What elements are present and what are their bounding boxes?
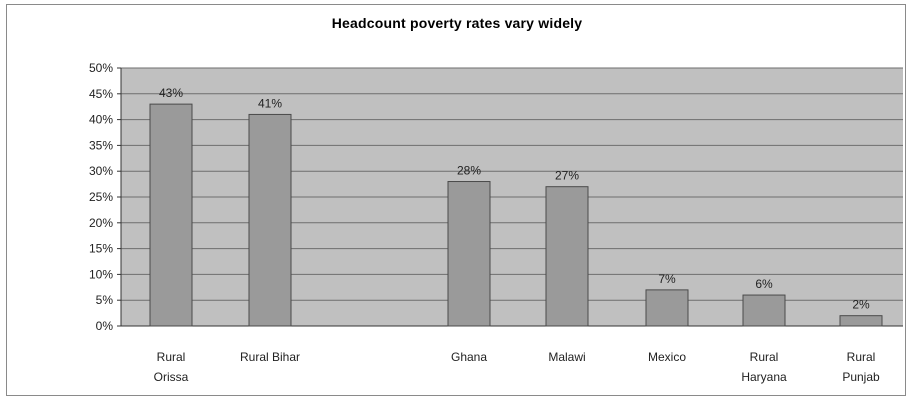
- data-label: 6%: [755, 277, 773, 291]
- data-label: 28%: [457, 164, 481, 178]
- y-tick-label: 50%: [89, 61, 113, 75]
- data-label: 43%: [159, 86, 183, 100]
- y-tick-label: 45%: [89, 87, 113, 101]
- category-label: Malawi: [548, 350, 585, 364]
- y-tick-label: 0%: [96, 319, 114, 333]
- category-label: Rural: [750, 350, 779, 364]
- data-label: 27%: [555, 169, 579, 183]
- category-label: Ghana: [451, 350, 487, 364]
- chart-title: Headcount poverty rates vary widely: [331, 15, 583, 31]
- bar: [645, 289, 689, 327]
- category-label: Haryana: [741, 370, 787, 384]
- category-label: Orissa: [154, 370, 189, 384]
- bar: [742, 294, 786, 327]
- bar: [545, 186, 589, 327]
- bar: [149, 103, 193, 327]
- y-tick-label: 35%: [89, 138, 113, 152]
- category-label: Punjab: [842, 370, 880, 384]
- category-label: Mexico: [648, 350, 686, 364]
- data-label: 7%: [658, 272, 676, 286]
- y-tick-label: 20%: [89, 216, 113, 230]
- category-label: Rural: [157, 350, 186, 364]
- data-label: 41%: [258, 96, 282, 110]
- bar: [839, 315, 883, 327]
- y-tick-label: 30%: [89, 164, 113, 178]
- bar: [248, 113, 292, 327]
- chart-frame: Headcount poverty rates vary widely 0% 5%…: [6, 4, 906, 396]
- y-tick-label: 10%: [89, 267, 113, 281]
- data-label: 2%: [852, 298, 870, 312]
- bar-chart: 0% 5% 10% 15% 20% 25% 30% 35% 40% 45% 50% 43% Rural O…: [89, 61, 903, 384]
- y-tick-label: 5%: [96, 293, 114, 307]
- category-label: Rural: [847, 350, 876, 364]
- y-tick-label: 40%: [89, 113, 113, 127]
- bar: [447, 181, 491, 327]
- category-label: Rural Bihar: [240, 350, 300, 364]
- y-tick-label: 25%: [89, 190, 113, 204]
- y-tick-label: 15%: [89, 242, 113, 256]
